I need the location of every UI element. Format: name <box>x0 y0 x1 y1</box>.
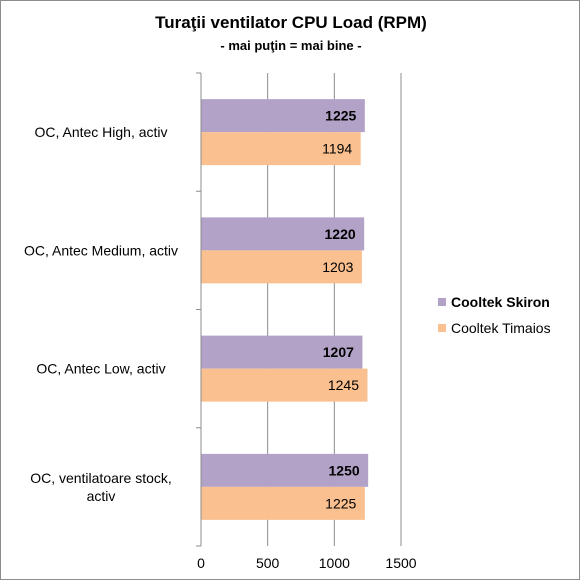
data-label: 1203 <box>322 259 353 275</box>
bars-layer <box>201 99 369 520</box>
data-label: 1220 <box>325 226 356 242</box>
bar <box>201 250 362 284</box>
legend: Cooltek Skiron Cooltek Timaios <box>438 294 551 336</box>
category-label: OC, Antec Low, activ <box>36 361 165 377</box>
data-label: 1225 <box>325 495 356 511</box>
bar <box>201 132 361 166</box>
bar <box>201 486 365 520</box>
bar <box>201 368 368 402</box>
x-tick-label: 1000 <box>319 555 350 571</box>
legend-label: Cooltek Skiron <box>451 294 550 310</box>
category-label: OC, ventilatoare stock, activ <box>30 470 172 504</box>
legend-label: Cooltek Timaios <box>451 320 551 336</box>
x-tick-label: 0 <box>197 555 205 571</box>
bar <box>201 217 365 251</box>
category-label: OC, Antec Medium, activ <box>24 242 178 258</box>
data-label: 1250 <box>329 462 360 478</box>
bar <box>201 99 365 133</box>
chart-subtitle: - mai puţin = mai bine - <box>220 38 361 53</box>
bar <box>201 453 369 487</box>
category-label: OC, Antec High, activ <box>34 124 167 140</box>
data-label: 1245 <box>328 377 359 393</box>
data-label: 1207 <box>323 344 354 360</box>
bar <box>201 335 363 369</box>
labels-layer: 0 500 1000 1500 1225 1194 OC, Antec High, acti… <box>24 108 417 571</box>
data-label: 1194 <box>322 141 352 157</box>
chart-title: Turaţii ventilator CPU Load (RPM) <box>155 13 427 32</box>
legend-swatch <box>438 324 446 332</box>
data-label: 1225 <box>325 108 356 124</box>
x-tick-label: 500 <box>256 555 280 571</box>
legend-swatch <box>438 298 446 306</box>
x-tick-label: 1500 <box>385 555 416 571</box>
